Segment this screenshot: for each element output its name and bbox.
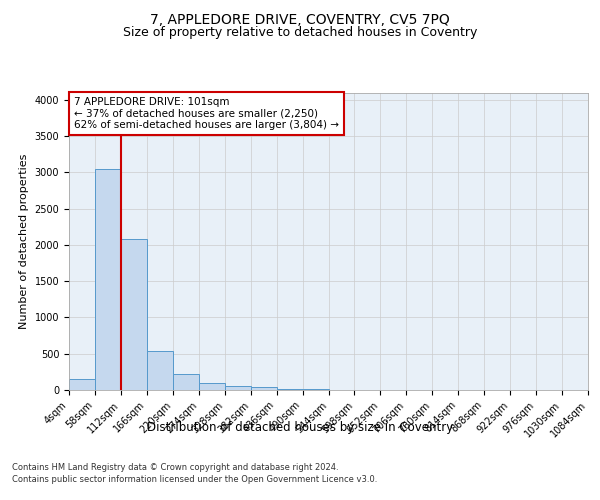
Bar (69, 379, 95, 390)
Text: 7 APPLEDORE DRIVE: 101sqm
← 37% of detached houses are smaller (2,250)
62% of se: 7 APPLEDORE DRIVE: 101sqm ← 37% of detac… (74, 97, 339, 130)
Bar (225, 386, 251, 390)
Bar (199, 384, 224, 390)
Bar (95, 168, 121, 390)
Bar (277, 388, 302, 390)
Text: Distribution of detached houses by size in Coventry: Distribution of detached houses by size … (147, 421, 453, 434)
Bar (147, 351, 173, 390)
Text: 7, APPLEDORE DRIVE, COVENTRY, CV5 7PQ: 7, APPLEDORE DRIVE, COVENTRY, CV5 7PQ (150, 12, 450, 26)
Bar (251, 387, 277, 390)
Bar (173, 374, 199, 390)
Text: Contains public sector information licensed under the Open Government Licence v3: Contains public sector information licen… (12, 475, 377, 484)
Bar (121, 239, 147, 390)
Text: Contains HM Land Registry data © Crown copyright and database right 2024.: Contains HM Land Registry data © Crown c… (12, 462, 338, 471)
Y-axis label: Number of detached properties: Number of detached properties (19, 154, 29, 329)
Text: Size of property relative to detached houses in Coventry: Size of property relative to detached ho… (123, 26, 477, 39)
